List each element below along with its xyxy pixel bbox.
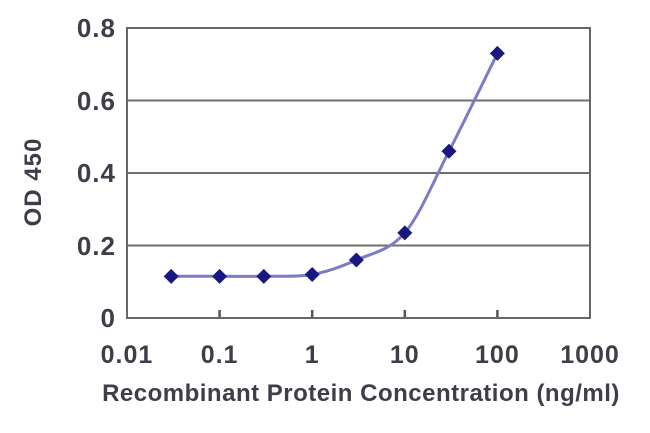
y-tick-label: 0 (100, 303, 116, 333)
x-tick-label: 0.01 (100, 341, 154, 369)
data-point-marker (212, 268, 228, 284)
data-point-marker (441, 143, 457, 159)
data-point-marker (163, 268, 179, 284)
y-axis-title: OD 450 (20, 137, 47, 227)
data-point-marker (348, 252, 364, 268)
plot-border (126, 27, 591, 319)
x-tick-label: 100 (475, 341, 520, 369)
x-axis-title: Recombinant Protein Concentration (ng/ml… (102, 380, 620, 407)
y-tick-label: 0.6 (76, 85, 116, 116)
x-tick-label: 1000 (560, 341, 620, 369)
data-point-marker (489, 45, 505, 61)
data-point-marker (397, 225, 413, 241)
y-tick-label: 0.8 (76, 13, 116, 43)
series-line (169, 51, 499, 278)
y-tick-label: 0.4 (76, 158, 116, 188)
data-point-marker (256, 268, 272, 284)
x-tick-label: 0.1 (200, 341, 239, 369)
x-tick-label: 10 (389, 341, 420, 369)
y-tick-label: 0.2 (76, 230, 116, 261)
data-point-marker (304, 267, 320, 282)
x-tick-label: 1 (304, 341, 320, 369)
